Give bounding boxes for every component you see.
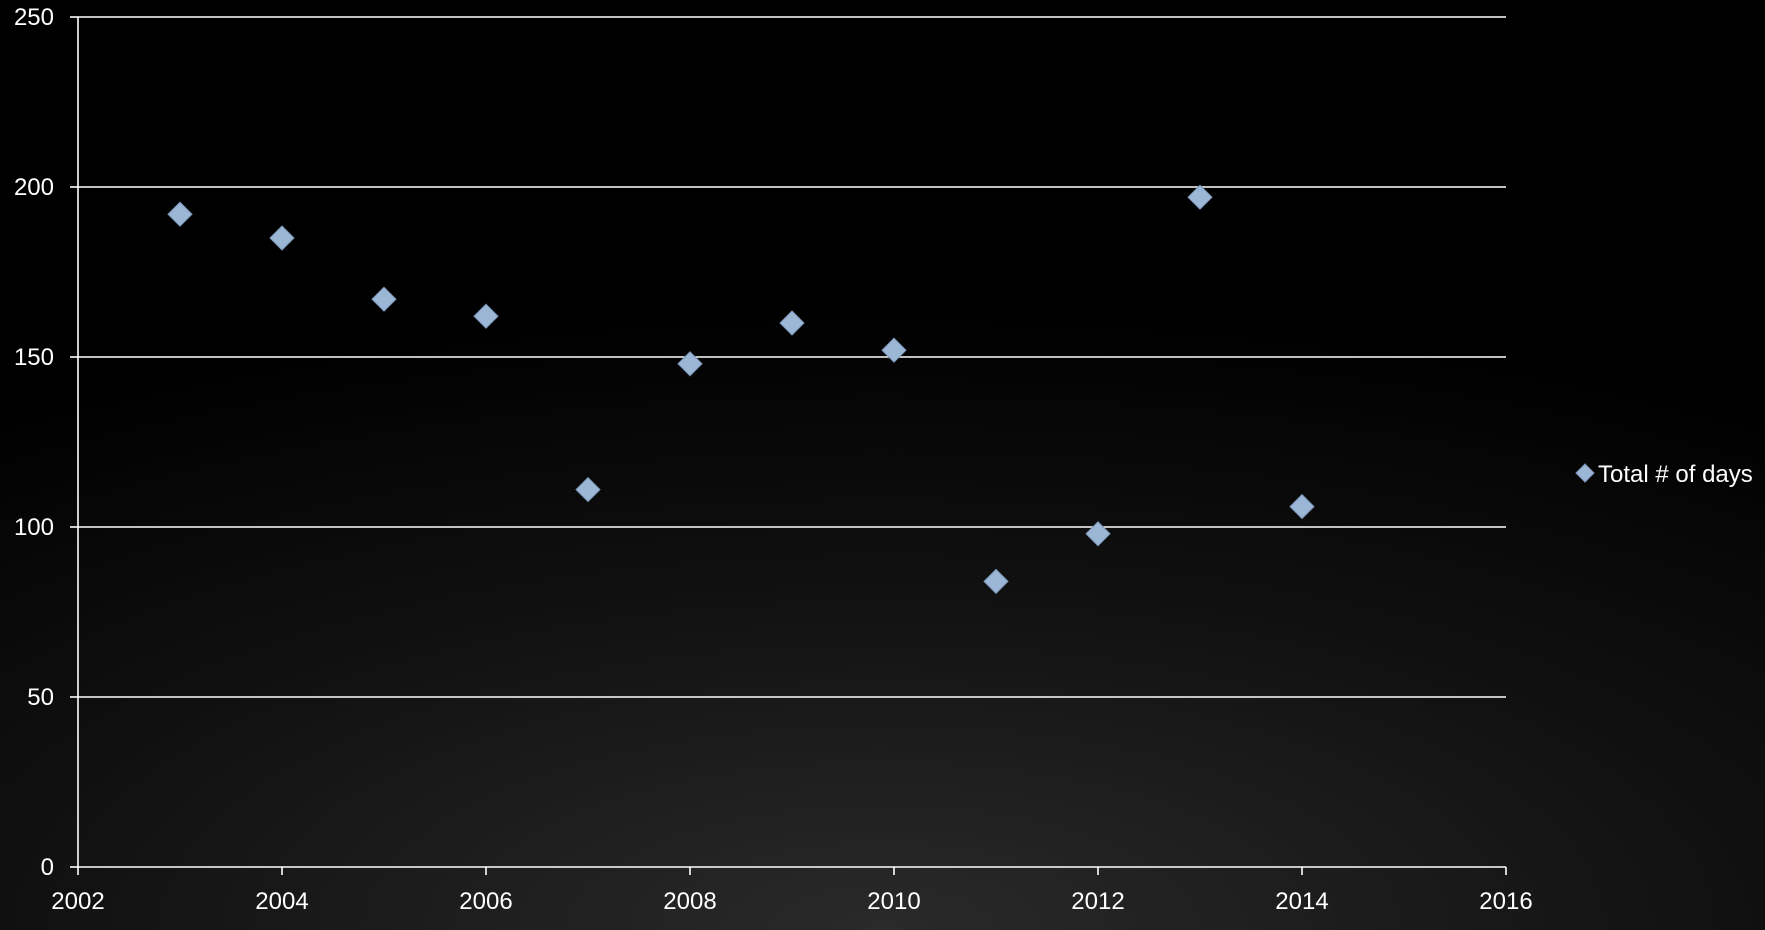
gridlines <box>78 16 1506 698</box>
x-tick-label: 2002 <box>51 888 104 915</box>
data-point <box>983 568 1009 595</box>
x-tick-label: 2014 <box>1275 888 1328 915</box>
data-point <box>575 476 601 503</box>
y-tick-label: 250 <box>14 4 54 31</box>
x-tick-label: 2016 <box>1479 888 1532 915</box>
x-tick-label: 2010 <box>867 888 920 915</box>
axes <box>70 16 1507 875</box>
y-tick-label: 50 <box>27 684 54 711</box>
data-points <box>167 184 1315 595</box>
data-point <box>167 201 193 227</box>
data-point <box>779 310 805 336</box>
legend-label: Total # of days <box>1598 461 1753 488</box>
x-tick-label: 2012 <box>1071 888 1124 915</box>
data-point <box>473 303 499 329</box>
x-tick-label: 2004 <box>255 888 308 915</box>
data-point <box>269 225 295 251</box>
y-tick-labels: 0 50 100 150 200 250 <box>14 4 54 881</box>
data-point <box>1289 493 1315 520</box>
x-tick-label: 2006 <box>459 888 512 915</box>
x-tick-labels: 2002 2004 2006 2008 2010 2012 2014 2016 <box>51 888 1532 915</box>
y-tick-label: 100 <box>14 514 54 541</box>
x-tick-label: 2008 <box>663 888 716 915</box>
legend-marker-icon <box>1575 463 1595 483</box>
y-tick-label: 200 <box>14 174 54 201</box>
y-tick-label: 150 <box>14 344 54 371</box>
data-point <box>371 286 397 312</box>
data-point <box>1085 521 1111 547</box>
data-point <box>881 337 907 363</box>
y-tick-label: 0 <box>41 854 54 881</box>
data-point <box>677 351 703 377</box>
legend: Total # of days <box>1575 461 1753 488</box>
data-point <box>1187 184 1213 210</box>
